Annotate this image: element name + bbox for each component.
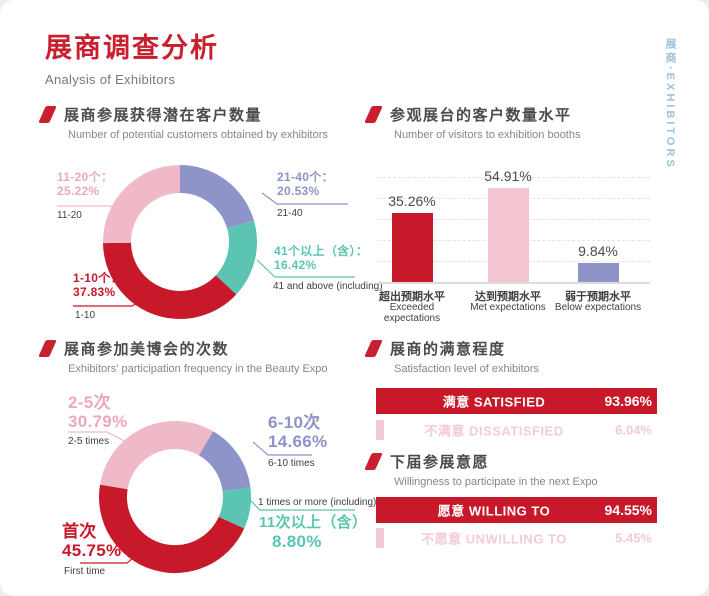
bar-category-zh: 弱于预期水平	[565, 291, 631, 303]
leader-line	[68, 431, 133, 446]
bar-category-zh: 超出预期水平	[379, 291, 445, 303]
leader-line	[256, 259, 355, 278]
donut-label-41-above: 41个以上（含）： 16.42%	[274, 244, 369, 272]
donut-label-first-time: 首次 45.75%	[62, 522, 122, 560]
satisfied-label: 满意 SATISFIED	[442, 394, 546, 410]
section-header-potential-customers: 展商参展获得潜在客户数量 Number of potential custome…	[38, 104, 328, 141]
bar-below	[577, 262, 619, 282]
dissatisfied-label: 不满意 DISSATISFIED	[424, 423, 564, 439]
satisfied-bar-row: 满意 SATISFIED 93.96%	[376, 388, 657, 414]
willing-bar-row: 愿意 WILLING TO 94.55%	[376, 497, 657, 523]
section-header-frequency: 展商参加美博会的次数 Exhibitors' participation fre…	[38, 338, 328, 375]
section-subtitle: Satisfaction level of exhibitors	[394, 363, 539, 375]
section-title: 展商参展获得潜在客户数量	[64, 107, 263, 124]
section-header-satisfaction: 展商的满意程度 Satisfaction level of exhibitors	[364, 338, 539, 375]
donut-segment	[100, 420, 214, 490]
slash-icon	[364, 340, 383, 357]
dissatisfied-bar	[376, 420, 384, 440]
donut-sublabel-11-above: 1 times or more (including)	[258, 497, 377, 508]
section-subtitle: Number of potential customers obtained b…	[68, 129, 328, 141]
main-header: 展商调查分析 Analysis of Exhibitors	[45, 26, 219, 87]
potential-customers-donut-chart	[57, 164, 355, 319]
willing-bar: 愿意 WILLING TO 94.55%	[376, 497, 657, 523]
donut-label-1-10: 1-10个： 37.83%	[73, 271, 123, 299]
willing-label: 愿意 WILLING TO	[437, 503, 551, 519]
section-title: 下届参展意愿	[390, 454, 490, 471]
donut-label-6-10: 6-10次 14.66%	[268, 413, 328, 451]
section-subtitle: Exhibitors' participation frequency in t…	[68, 363, 328, 375]
donut-sublabel-11-20: 11-20	[57, 210, 82, 221]
bar-category-en: Met expectations	[470, 302, 546, 313]
section-title: 展商参加美博会的次数	[64, 341, 230, 358]
bar-exceeded	[391, 212, 433, 282]
donut-label-21-40: 21-40个： 20.53%	[277, 170, 334, 198]
section-header-booth-visitors: 参观展台的客户数量水平 Number of visitors to exhibi…	[364, 104, 581, 141]
donut-sublabel-2-5: 2-5 times	[68, 436, 110, 447]
page-subtitle: Analysis of Exhibitors	[45, 72, 176, 87]
slash-icon	[38, 106, 57, 123]
dissatisfied-bar-row: 不满意 DISSATISFIED 6.04%	[376, 420, 657, 440]
section-subtitle: Number of visitors to exhibition booths	[394, 129, 581, 141]
dissatisfied-pct: 6.04%	[615, 422, 652, 438]
bar-value-label: 35.26%	[388, 192, 436, 209]
unwilling-pct: 5.45%	[615, 530, 652, 546]
leader-line	[252, 441, 312, 456]
bar-value-label: 9.84%	[578, 242, 618, 259]
donut-sublabel-41-above: 41 and above (including)	[273, 281, 383, 292]
bar-category-en: Exceeded expectations	[383, 302, 441, 324]
bar-category-en: Below expectations	[554, 302, 642, 313]
donut-segment	[218, 487, 252, 529]
bar-column-met: 54.91% 达到预期水平 Met expectations	[458, 168, 558, 313]
bar-met	[487, 188, 529, 282]
donut-sublabel-first-time: First time	[64, 566, 106, 577]
bar-category-zh: 达到预期水平	[475, 291, 541, 303]
donut-label-2-5: 2-5次 30.79%	[68, 393, 128, 431]
leader-line	[261, 192, 348, 205]
satisfied-bar: 满意 SATISFIED 93.96%	[376, 388, 657, 414]
satisfied-pct: 93.96%	[604, 393, 652, 409]
section-title: 参观展台的客户数量水平	[390, 107, 572, 124]
page-title: 展商调查分析	[45, 33, 219, 63]
donut-sublabel-1-10: 1-10	[75, 310, 96, 321]
donut-segment	[103, 242, 237, 319]
donut-segment	[102, 164, 180, 244]
gridline	[378, 177, 650, 178]
donut-sublabel-21-40: 21-40	[277, 208, 303, 219]
slash-icon	[38, 340, 57, 357]
bar-column-below: 9.84% 弱于预期水平 Below expectations	[548, 168, 648, 313]
bar-value-label: 54.91%	[484, 168, 532, 184]
side-vertical-label: 展商·EXHIBITORS	[664, 38, 676, 170]
donut-label-11-20: 11-20个： 25.22%	[57, 170, 114, 198]
willing-pct: 94.55%	[604, 502, 652, 518]
unwilling-bar-row: 不愿意 UNWILLING TO 5.45%	[376, 528, 657, 548]
frequency-donut-chart	[68, 420, 355, 574]
donut-sublabel-6-10: 6-10 times	[268, 458, 315, 469]
bar-column-exceeded: 35.26% 超出预期水平 Exceeded expectations	[362, 168, 462, 324]
section-subtitle: Willingness to participate in the next E…	[394, 476, 598, 488]
leader-line	[249, 499, 355, 511]
unwilling-bar	[376, 528, 384, 548]
booth-visitors-bar-chart: 35.26% 超出预期水平 Exceeded expectations 54.9…	[378, 168, 650, 324]
donut-label-11-above: 11次以上（含） 8.80%	[259, 514, 368, 551]
donut-segment	[180, 165, 254, 229]
donut-segment	[199, 431, 251, 491]
donut-segment	[99, 484, 245, 574]
section-title: 展商的满意程度	[390, 341, 506, 358]
unwilling-label: 不愿意 UNWILLING TO	[421, 531, 567, 547]
slash-icon	[364, 106, 383, 123]
donut-segment	[215, 220, 257, 295]
section-header-willingness: 下届参展意愿 Willingness to participate in the…	[364, 451, 598, 488]
